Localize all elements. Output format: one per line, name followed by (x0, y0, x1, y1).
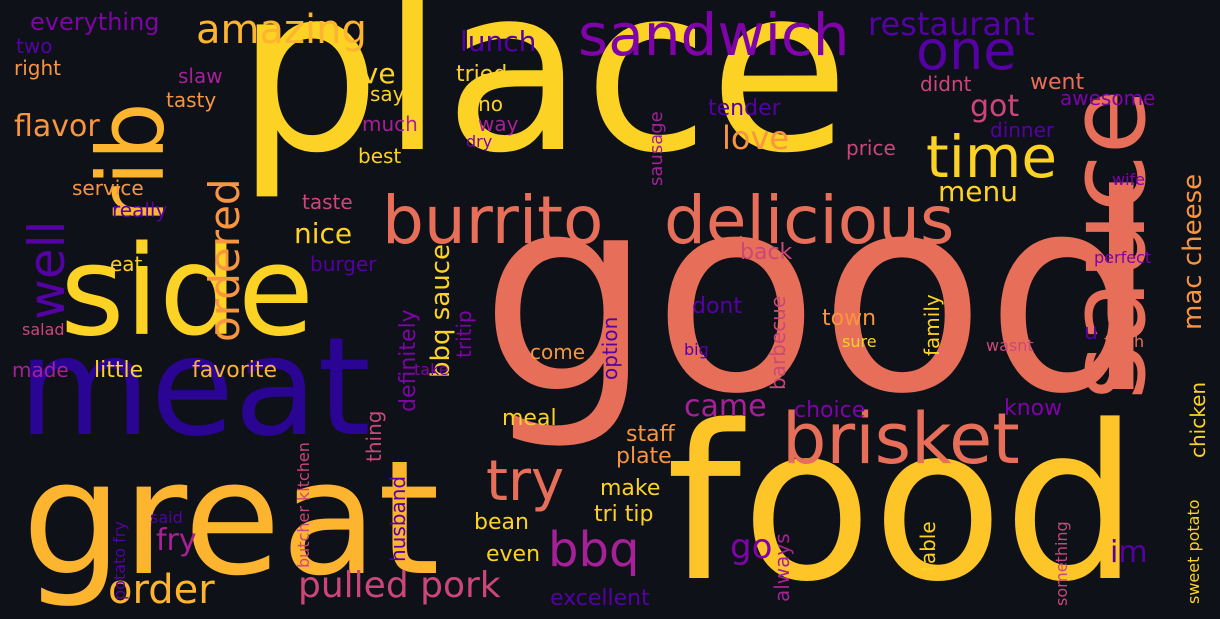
word-menu: menu (938, 175, 1018, 208)
word-well: well (18, 220, 76, 320)
word-dry: dry (466, 132, 493, 151)
word-u: u (1084, 320, 1098, 345)
word-went: went (1030, 70, 1085, 95)
word-something: something (1052, 521, 1071, 606)
word-say: say (370, 82, 405, 106)
word-time: time (926, 123, 1058, 191)
word-excellent: excellent (550, 586, 650, 611)
word-really: really (112, 198, 168, 222)
word-table: table (916, 521, 940, 572)
word-wife: wife (1112, 170, 1146, 189)
word-barbecue: barbecue (766, 295, 790, 390)
word-always: always (770, 533, 794, 602)
word-husband: husband (386, 475, 410, 562)
word-option: option (598, 316, 622, 380)
word-tritip: tritip (452, 310, 476, 358)
word-taste: taste (302, 190, 353, 214)
word-tasty: tasty (166, 88, 217, 112)
word-go: go (730, 527, 773, 567)
word-dont: dont (692, 294, 742, 319)
word-know: know (1004, 396, 1063, 421)
word-nice: nice (294, 217, 353, 250)
word-salad: salad (22, 320, 65, 339)
word-came: came (684, 389, 767, 424)
word-come: come (530, 340, 586, 364)
word-ordered: ordered (200, 178, 249, 342)
word-order: order (108, 567, 215, 613)
word-potato-fry: potato fry (110, 521, 129, 600)
word-tri-tip: tri tip (594, 502, 654, 527)
word-chicken: chicken (1186, 381, 1210, 458)
word-butcher-kitchen: butcher kitchen (294, 442, 313, 568)
word-dinner: dinner (990, 118, 1055, 142)
word-good: good (480, 138, 1159, 454)
word-big: big (684, 340, 709, 359)
word-love: love (722, 119, 790, 157)
word-lunch: lunch (460, 25, 537, 58)
word-side: side (60, 220, 315, 364)
word-tender: tender (708, 96, 781, 121)
word-reno: reno (458, 92, 503, 116)
word-fresh: fresh (1104, 332, 1145, 351)
word-best: best (358, 144, 402, 168)
word-bbq-sauce: bbq sauce (426, 243, 456, 378)
word-delicious: delicious (664, 182, 955, 259)
word-pulled-pork: pulled pork (298, 565, 501, 606)
word-ive: ive (354, 57, 396, 90)
word-food: food (666, 380, 1140, 619)
word-wasnt: wasnt (986, 336, 1034, 355)
word-fry: fry (156, 523, 197, 558)
word-back: back (740, 240, 793, 265)
word-tried: tried (456, 62, 508, 87)
word-got: got (970, 89, 1020, 124)
word-make: make (600, 476, 661, 501)
word-restaurant: restaurant (868, 5, 1035, 43)
word-mac-cheese: mac cheese (1178, 173, 1208, 330)
word-take: take (414, 360, 449, 379)
word-meal: meal (502, 406, 557, 431)
word-everything: everything (30, 8, 160, 36)
word-brisket: brisket (782, 398, 1020, 480)
word-place: place (236, 0, 850, 203)
word-great: great (22, 427, 440, 611)
word-sure: sure (842, 332, 877, 351)
word-choice: choice (794, 398, 866, 423)
word-said: said (150, 508, 183, 527)
word-much: much (362, 112, 418, 136)
word-burger: burger (310, 252, 377, 276)
word-way: way (478, 112, 519, 136)
word-price: price (846, 136, 896, 160)
word-plate: plate (616, 444, 672, 469)
word-town: town (822, 306, 877, 331)
word-awesome: awesome (1060, 86, 1156, 110)
word-thing: thing (362, 410, 386, 462)
word-burrito: burrito (382, 182, 604, 259)
word-try: try (486, 449, 565, 514)
word-amazing: amazing (196, 7, 367, 53)
word-perfect: perfect (1094, 248, 1152, 267)
word-slaw: slaw (178, 64, 223, 88)
word-im: im (1110, 535, 1148, 570)
word-eat: eat (110, 252, 143, 276)
word-one: one (916, 19, 1017, 82)
word-meat: meat (18, 309, 371, 467)
word-even: even (486, 542, 541, 567)
word-flavor: flavor (14, 109, 100, 144)
word-service: service (72, 176, 144, 200)
word-favorite: favorite (192, 358, 278, 383)
word-staff: staff (626, 422, 675, 447)
word-sauce: sauce (1046, 89, 1169, 400)
word-sausage: sausage (646, 111, 667, 186)
word-family: family (920, 294, 944, 356)
word-little: little (94, 358, 144, 383)
word-two: two (16, 34, 53, 58)
word-bean: bean (474, 510, 529, 535)
word-didnt: didnt (920, 72, 972, 96)
word-right: right (14, 56, 61, 80)
word-bbq: bbq (548, 522, 640, 578)
word-sweet-potato: sweet potato (1184, 499, 1203, 604)
word-made: made (12, 358, 69, 382)
word-sandwich: sandwich (578, 1, 850, 69)
